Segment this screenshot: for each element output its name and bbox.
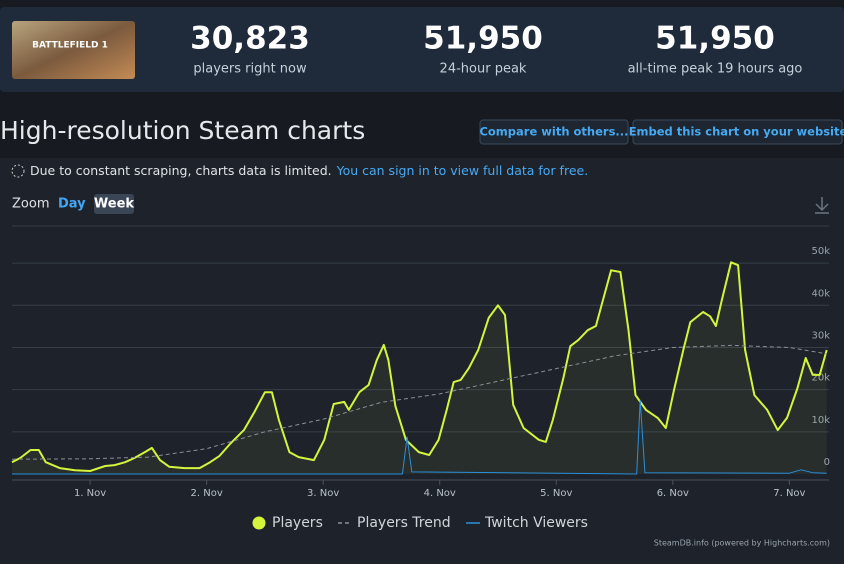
compare-button[interactable] (479, 119, 629, 145)
game-image-text: BATTLEFIELD 1 (32, 41, 108, 51)
stats-card (0, 7, 844, 92)
x-tick-label: 2. Nov (191, 488, 223, 499)
x-tick-label: 6. Nov (657, 488, 689, 499)
y-tick-label: 40k (811, 288, 830, 299)
x-tick-label: 3. Nov (307, 488, 339, 499)
stat-value: 51,950 (423, 21, 543, 57)
embed-button-text[interactable]: Embed this chart on your website (629, 125, 844, 139)
series-line (11, 261, 828, 472)
zoom-week[interactable]: Week (94, 197, 135, 212)
notice-text: Due to constant scraping, charts data is… (30, 163, 332, 178)
download-icon[interactable] (815, 197, 829, 214)
plot: 0 10k 20k 30k 40k 50k 1. Nov 2. Nov 3. Nov 4. Nov… (11, 246, 830, 499)
y-tick-label: 10k (811, 415, 830, 426)
credits: SteamDB.info (powered by Highcharts.com) (654, 539, 830, 548)
legend-label[interactable]: Twitch Viewers (484, 515, 588, 531)
notice-icon (11, 164, 25, 178)
legend-label[interactable]: Players (272, 515, 323, 531)
compare-button-text[interactable]: Compare with others... (479, 125, 628, 139)
x-tick-label: 1. Nov (74, 488, 106, 499)
x-tick-label: 7. Nov (773, 488, 805, 499)
zoom-week-bg[interactable] (94, 194, 134, 214)
stat-label: 24-hour peak (440, 62, 527, 77)
x-tick-label: 4. Nov (424, 488, 456, 499)
x-tick-label: 5. Nov (540, 488, 572, 499)
legend: Players Players Trend Twitch Viewers (252, 515, 588, 531)
y-tick-label: 20k (811, 373, 830, 384)
series-line (11, 344, 827, 460)
y-tick-label: 0 (824, 457, 830, 468)
embed-button[interactable] (632, 119, 843, 145)
legend-symbol (252, 516, 266, 530)
y-tick-label: 30k (811, 330, 830, 341)
stat-value: 30,823 (190, 21, 310, 57)
zoom-day[interactable]: Day (58, 197, 86, 212)
y-tick-label: 50k (811, 246, 830, 257)
stat-value: 51,950 (655, 21, 775, 57)
page-title: High-resolution Steam charts (0, 116, 365, 145)
notice: Due to constant scraping, charts data is… (30, 163, 588, 178)
zoom-label: Zoom (12, 197, 49, 212)
notice-link[interactable]: You can sign in to view full data for fr… (336, 163, 589, 178)
series-line (12, 399, 827, 475)
stat-label: players right now (193, 62, 307, 77)
players-area (12, 262, 827, 474)
game-image (12, 21, 135, 79)
stat-label: all-time peak 19 hours ago (628, 62, 803, 77)
legend-label[interactable]: Players Trend (357, 515, 451, 531)
